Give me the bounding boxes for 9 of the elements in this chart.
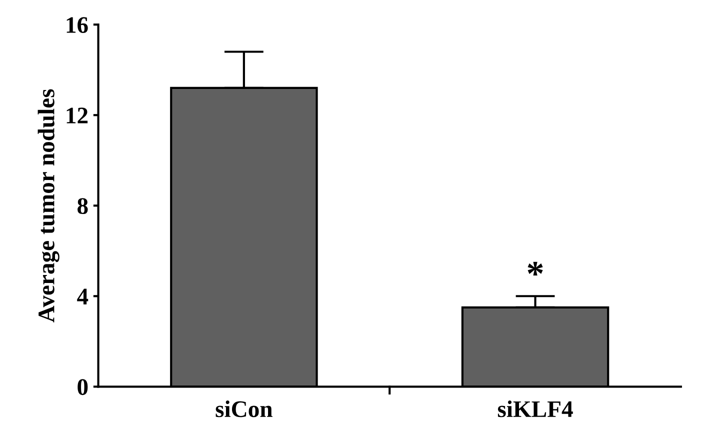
y-tick-label: 12 — [66, 108, 88, 124]
annotation: * — [528, 262, 543, 276]
y-tick-label: 8 — [78, 198, 88, 214]
x-tick-label: siCon — [216, 400, 272, 418]
y-tick-label: 4 — [77, 288, 88, 304]
y-tick-label: 0 — [78, 379, 88, 396]
y-tick-label: 16 — [66, 17, 88, 34]
y-axis-title: Average tumor nodules — [38, 89, 60, 322]
x-tick-label: siKLF4 — [498, 400, 573, 418]
